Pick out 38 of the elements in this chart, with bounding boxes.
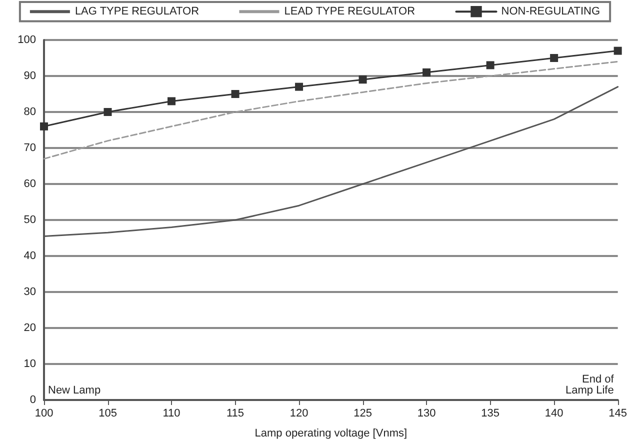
x-tick-label: 135	[481, 408, 500, 420]
point	[104, 108, 112, 116]
annotation: New Lamp	[48, 384, 101, 396]
point	[422, 68, 431, 76]
point	[358, 76, 367, 84]
y-tick-label: 70	[24, 142, 36, 154]
point	[168, 97, 176, 106]
point	[486, 61, 494, 70]
x-tick-label: 145	[608, 408, 628, 420]
y-tick-label: 0	[30, 394, 36, 406]
point	[614, 46, 622, 55]
point	[40, 122, 48, 130]
x-axis-title: Lamp operating voltage [Vnms]	[254, 428, 408, 440]
y-tick-label: 60	[24, 178, 36, 190]
point	[295, 82, 304, 91]
x-tick-label: 100	[34, 408, 54, 420]
x-tick-label: 140	[544, 408, 564, 420]
x-tick-label: 125	[354, 408, 372, 420]
point	[231, 90, 240, 98]
y-tick-label: 30	[24, 286, 36, 298]
y-tick-label: 80	[24, 106, 36, 118]
legend-label: NON-REGULATING	[501, 6, 600, 18]
legend-label: LAG TYPE REGULATOR	[74, 6, 200, 18]
y-tick-label: 40	[24, 250, 36, 262]
x-tick-label: 105	[98, 408, 117, 420]
x-tick-label: 120	[290, 408, 308, 420]
y-tick-label: 10	[24, 358, 36, 370]
y-tick-label: 100	[18, 34, 36, 46]
x-tick-label: 110	[162, 408, 180, 420]
line-series	[43, 60, 619, 160]
x-tick-label: 130	[417, 408, 436, 420]
x-tick-label: 115	[226, 408, 244, 420]
annotation: End of Lamp Life	[566, 374, 615, 396]
y-tick-label: 50	[24, 214, 36, 226]
y-tick-label: 20	[24, 322, 36, 334]
legend-label: LEAD TYPE REGULATOR	[284, 6, 416, 18]
y-tick-label: 90	[24, 70, 36, 82]
point	[550, 54, 558, 62]
